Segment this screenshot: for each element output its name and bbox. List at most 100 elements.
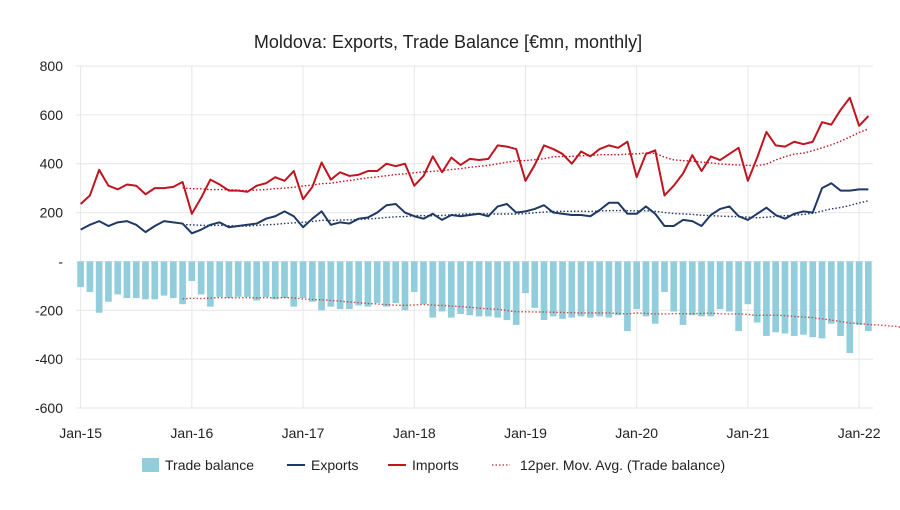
y-tick-label: 400: [40, 156, 64, 172]
exports-line: [80, 182, 869, 235]
imports-line: [79, 96, 870, 215]
legend-swatch-trade-balance: [142, 458, 159, 472]
trade-balance-bar: [651, 261, 659, 324]
trade-balance-bar: [95, 261, 103, 313]
trade-balance-bar: [373, 261, 381, 303]
legend: Trade balance Exports Imports 12per. Mov. A…: [142, 457, 725, 473]
trade-balance-bar: [410, 261, 418, 292]
y-tick-label: 800: [40, 58, 64, 74]
trade-balance-bar: [318, 261, 325, 311]
trade-balance-bar: [688, 261, 696, 316]
trade-balance-bar: [531, 261, 539, 308]
trade-balance-bar: [336, 261, 344, 310]
trade-balance-bar: [809, 261, 817, 338]
trade-balance-bar: [642, 261, 650, 317]
trade-balance-bar: [123, 261, 131, 299]
trade-balance-bar: [800, 261, 807, 335]
y-axis: 800 600 400 200 - -200 -400 -600: [35, 58, 63, 416]
trade-balance-bar: [299, 261, 307, 299]
trade-balance-bar: [763, 261, 770, 336]
trade-balance-bar: [679, 261, 687, 325]
trade-balance-bar: [716, 261, 724, 310]
trade-balance-bar: [605, 261, 613, 318]
x-tick-label: Jan-16: [170, 425, 213, 441]
trade-balance-bar: [568, 261, 576, 318]
trade-balance-bar: [512, 261, 520, 325]
trade-balance-bar: [494, 261, 502, 318]
trade-balance-bar: [540, 261, 548, 321]
trade-balance-bar: [475, 261, 483, 317]
trade-balance-bar: [790, 261, 798, 336]
trade-balance-bar: [346, 261, 353, 310]
trade-balance-bar: [262, 261, 270, 297]
y-tick-label: -400: [35, 351, 63, 367]
trade-balance-bar: [596, 261, 603, 317]
x-tick-label: Jan-15: [59, 425, 102, 441]
y-tick-label: 200: [40, 205, 64, 221]
trade-balance-bar: [77, 261, 84, 288]
trade-balance-bar: [670, 261, 678, 312]
x-tick-label: Jan-18: [393, 425, 436, 441]
trade-balance-bar: [624, 261, 631, 332]
chart-title: Moldova: Exports, Trade Balance [€mn, mo…: [254, 32, 642, 52]
trade-balance-bar: [105, 261, 112, 302]
trade-balance-bar: [614, 261, 622, 316]
trade-balance-bar: [447, 261, 455, 318]
trade-balance-bar: [290, 261, 298, 307]
trade-balance-bar: [772, 261, 780, 333]
trade-balance-bar: [132, 261, 140, 299]
trade-balance-bar: [522, 261, 529, 294]
trade-balance-bar: [846, 261, 854, 354]
trade-balance-bar: [364, 261, 372, 307]
legend-label-imports: Imports: [412, 457, 459, 473]
trade-balance-bar: [401, 261, 409, 311]
y-tick-label: -600: [35, 400, 63, 416]
trade-balance-bar: [392, 261, 400, 303]
trade-balance-bar: [271, 261, 279, 300]
trade-balance-bar: [160, 261, 168, 296]
trade-balance-bar: [466, 261, 474, 316]
trade-balance-bar: [207, 261, 214, 307]
trade-balance-bar: [735, 261, 742, 332]
trade-balance-bar: [216, 261, 223, 297]
trade-balance-bar: [142, 261, 149, 300]
exports-trend-line: [182, 200, 869, 227]
trade-balance-bar: [698, 261, 705, 317]
y-tick-label: -200: [35, 302, 63, 318]
trade-balance-bar: [253, 261, 261, 301]
trade-balance-bar: [438, 261, 446, 312]
series-lines: [79, 96, 900, 328]
trade-balance-bar: [855, 261, 863, 325]
trade-balance-bar: [577, 261, 585, 317]
trade-balance-bar: [827, 261, 835, 324]
legend-label-trade-balance: Trade balance: [165, 457, 254, 473]
trade-balance-bar: [308, 261, 316, 302]
trade-balance-bar: [549, 261, 557, 317]
trade-balance-bar: [818, 261, 826, 339]
trade-balance-bars: [77, 261, 872, 354]
trade-balance-bar: [837, 261, 844, 336]
trade-balance-bar: [661, 261, 668, 292]
trade-balance-bar: [429, 261, 437, 318]
trade-balance-bar: [457, 261, 464, 314]
trade-balance-bar: [744, 261, 752, 305]
x-tick-label: Jan-17: [282, 425, 325, 441]
trade-balance-bar: [485, 261, 492, 317]
trade-balance-bar: [781, 261, 789, 334]
trade-balance-bar: [244, 261, 251, 297]
trade-balance-bar: [86, 261, 94, 292]
trade-balance-bar: [179, 261, 186, 305]
trade-balance-bar: [633, 261, 641, 310]
legend-label-exports: Exports: [311, 457, 358, 473]
trade-balance-bar: [707, 261, 715, 317]
trade-balance-bar: [420, 261, 427, 305]
trade-balance-bar: [188, 261, 196, 281]
x-tick-label: Jan-19: [504, 425, 547, 441]
y-tick-label: -: [58, 253, 63, 269]
y-tick-label: 600: [40, 107, 64, 123]
grid: [76, 65, 873, 409]
x-tick-label: Jan-20: [615, 425, 658, 441]
trade-balance-bar: [114, 261, 122, 295]
